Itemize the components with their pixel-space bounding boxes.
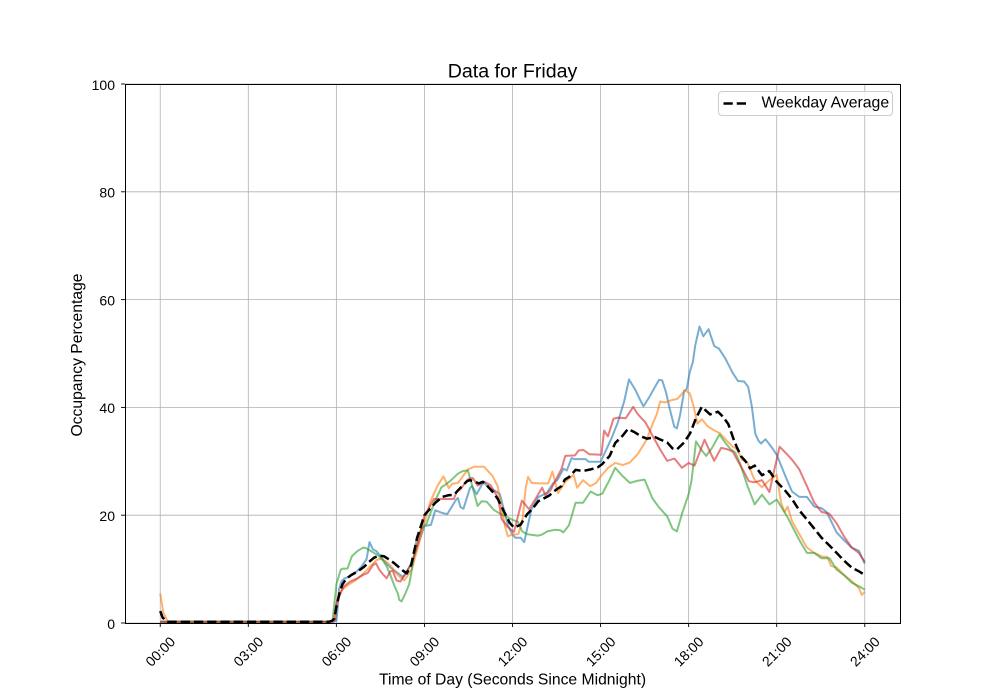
svg-text:Occupancy Percentage: Occupancy Percentage — [69, 273, 86, 436]
svg-text:20: 20 — [99, 508, 115, 524]
svg-text:0: 0 — [107, 616, 115, 632]
svg-text:40: 40 — [99, 400, 115, 416]
svg-text:Data for Friday: Data for Friday — [448, 61, 578, 83]
svg-text:80: 80 — [99, 185, 115, 201]
svg-text:Time of Day (Seconds Since Mid: Time of Day (Seconds Since Midnight) — [379, 672, 646, 689]
svg-text:60: 60 — [99, 292, 115, 308]
svg-text:Weekday Average: Weekday Average — [762, 95, 890, 112]
svg-text:100: 100 — [92, 77, 116, 93]
